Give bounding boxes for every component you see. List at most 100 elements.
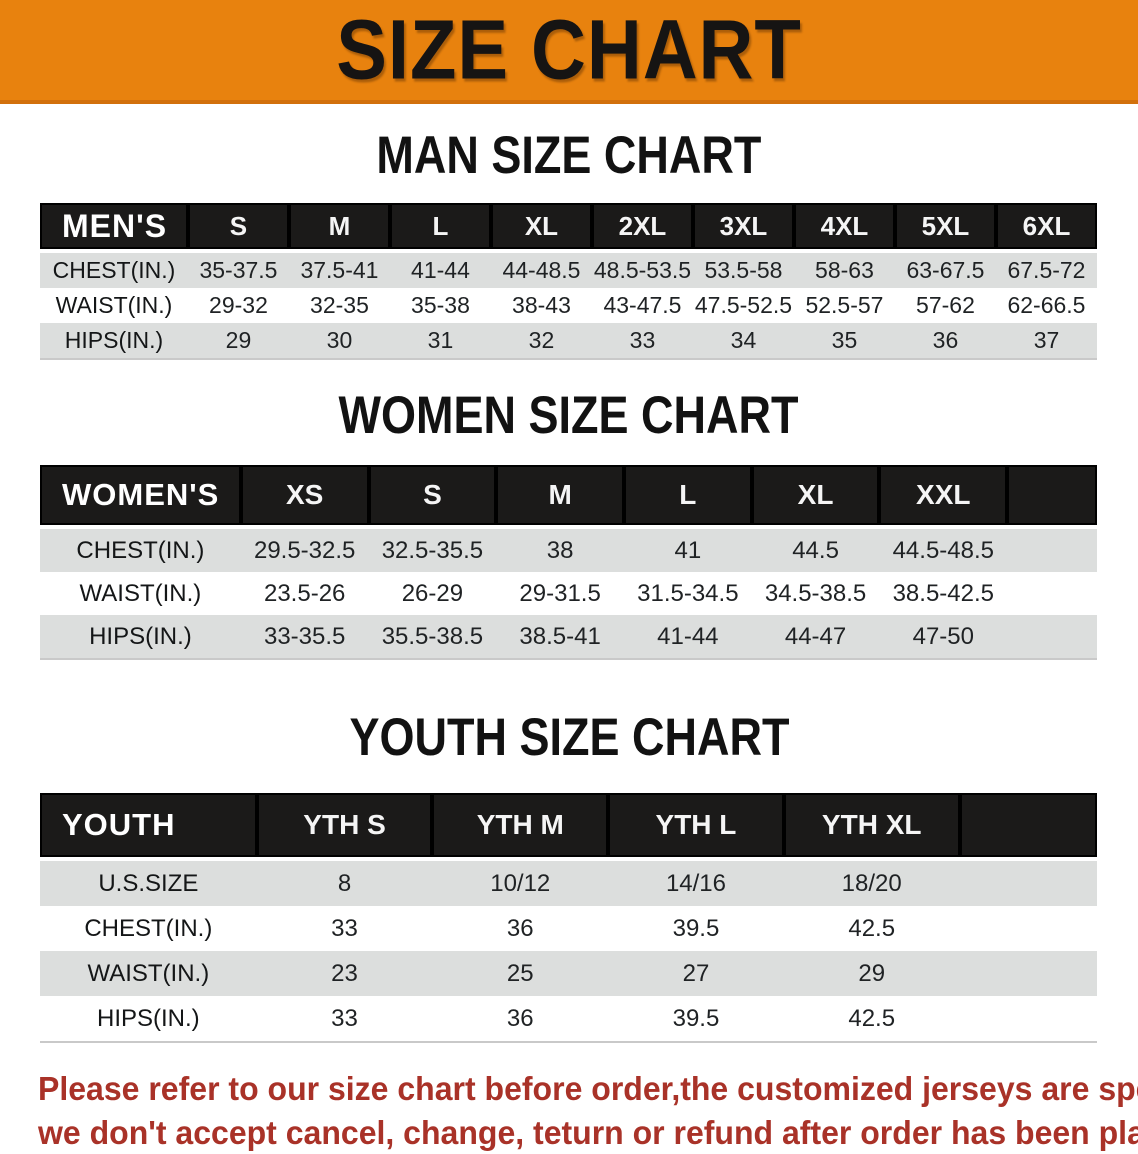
table-cell: 33 <box>256 906 433 951</box>
table-cell: 58-63 <box>793 251 895 288</box>
table-cell: 34 <box>692 323 794 359</box>
table-cell: 57-62 <box>894 288 996 323</box>
column-header: XS <box>240 465 369 529</box>
table-cell: 44-47 <box>751 615 880 659</box>
table-cell: 35-37.5 <box>187 251 289 288</box>
man-section-header: MAN SIZE CHART <box>0 125 1138 185</box>
men-size-table: MEN'S S M L XL 2XL 3XL 4XL 5XL 6XL CHEST(IN.) 35-37… <box>40 203 1097 360</box>
table-cell: 39.5 <box>608 906 784 951</box>
row-label: U.S.SIZE <box>40 859 257 906</box>
column-header: YTH L <box>608 793 784 861</box>
table-cell: 67.5-72 <box>995 251 1097 288</box>
column-header: 5XL <box>894 203 996 253</box>
table-cell: 29-31.5 <box>496 572 624 615</box>
table-cell: 30 <box>288 323 390 359</box>
table-cell: 29 <box>783 951 960 996</box>
row-label: CHEST(IN.) <box>40 251 188 288</box>
table-cell: 44.5-48.5 <box>879 527 1008 572</box>
women-section-title: WOMEN SIZE CHART <box>339 385 799 445</box>
table-cell: 43-47.5 <box>591 288 693 323</box>
row-label: CHEST(IN.) <box>40 906 257 951</box>
row-label: WAIST(IN.) <box>40 951 257 996</box>
table-cell: 53.5-58 <box>692 251 794 288</box>
women-section-header: WOMEN SIZE CHART <box>0 385 1138 445</box>
table-cell: 41 <box>623 527 752 572</box>
table-row: WAIST(IN.) 29-32 32-35 35-38 38-43 43-47.5 47.… <box>40 288 1097 323</box>
women-size-table: WOMEN'S XS S M L XL XXL CHEST(IN.) 29.5-32.5 32.5… <box>40 465 1097 660</box>
table-cell: 37.5-41 <box>288 251 390 288</box>
column-header: M <box>288 203 390 253</box>
spacer-cell <box>1007 615 1097 659</box>
spacer-cell <box>959 859 1097 906</box>
spacer-cell <box>959 951 1097 996</box>
column-header: YTH XL <box>783 793 960 861</box>
row-label: HIPS(IN.) <box>40 323 188 359</box>
table-cell: 26-29 <box>368 572 497 615</box>
column-header: YTH S <box>256 793 433 861</box>
table-row: CHEST(IN.) 35-37.5 37.5-41 41-44 44-48.5 48.5… <box>40 251 1097 288</box>
table-cell: 36 <box>894 323 996 359</box>
table-cell: 42.5 <box>783 906 960 951</box>
column-header: M <box>496 465 624 529</box>
disclaimer-line-2: we don't accept cancel, change, teturn o… <box>38 1113 1138 1151</box>
table-cell: 23 <box>256 951 433 996</box>
spacer-cell <box>1007 527 1097 572</box>
table-cell: 29.5-32.5 <box>240 527 369 572</box>
table-cell: 37 <box>995 323 1097 359</box>
table-cell: 35-38 <box>389 288 491 323</box>
row-label: HIPS(IN.) <box>40 615 241 659</box>
spacer-cell <box>959 906 1097 951</box>
table-title-cell: MEN'S <box>40 203 188 253</box>
table-cell: 39.5 <box>608 996 784 1042</box>
table-title-cell: WOMEN'S <box>40 465 241 529</box>
column-header: 6XL <box>995 203 1097 253</box>
youth-size-table: YOUTH YTH S YTH M YTH L YTH XL U.S.SIZE 8 10/12… <box>40 793 1097 1043</box>
youth-section-header: YOUTH SIZE CHART <box>0 707 1138 767</box>
table-cell: 29-32 <box>187 288 289 323</box>
table-cell: 41-44 <box>389 251 491 288</box>
disclaimer-line-1: Please refer to our size chart before or… <box>38 1070 1138 1107</box>
table-cell: 35 <box>793 323 895 359</box>
table-cell: 31 <box>389 323 491 359</box>
table-cell: 44.5 <box>751 527 880 572</box>
youth-section-title: YOUTH SIZE CHART <box>348 707 790 767</box>
table-cell: 10/12 <box>432 859 609 906</box>
table-cell: 32.5-35.5 <box>368 527 497 572</box>
table-cell: 38.5-41 <box>496 615 624 659</box>
table-cell: 33-35.5 <box>240 615 369 659</box>
table-header-row: YOUTH YTH S YTH M YTH L YTH XL <box>40 793 1097 861</box>
table-cell: 14/16 <box>608 859 784 906</box>
header-spacer-cell <box>1007 465 1097 529</box>
table-cell: 36 <box>432 996 609 1042</box>
banner-title: SIZE CHART <box>336 2 802 97</box>
table-cell: 63-67.5 <box>894 251 996 288</box>
order-disclaimer: Please refer to our size chart before or… <box>0 1067 1138 1154</box>
column-header: 2XL <box>591 203 693 253</box>
table-cell: 36 <box>432 906 609 951</box>
table-cell: 33 <box>256 996 433 1042</box>
column-header: YTH M <box>432 793 609 861</box>
table-cell: 52.5-57 <box>793 288 895 323</box>
row-label: CHEST(IN.) <box>40 527 241 572</box>
man-section-title: MAN SIZE CHART <box>376 125 762 185</box>
table-cell: 38 <box>496 527 624 572</box>
table-cell: 44-48.5 <box>490 251 592 288</box>
table-header-row: MEN'S S M L XL 2XL 3XL 4XL 5XL 6XL <box>40 203 1097 253</box>
table-row: CHEST(IN.) 33 36 39.5 42.5 <box>40 906 1097 951</box>
table-row: HIPS(IN.) 29 30 31 32 33 34 35 36 37 <box>40 323 1097 359</box>
table-cell: 32-35 <box>288 288 390 323</box>
table-row: HIPS(IN.) 33 36 39.5 42.5 <box>40 996 1097 1042</box>
column-header: L <box>623 465 752 529</box>
spacer-cell <box>959 996 1097 1042</box>
table-cell: 18/20 <box>783 859 960 906</box>
column-header: S <box>187 203 289 253</box>
column-header: 3XL <box>692 203 794 253</box>
table-cell: 35.5-38.5 <box>368 615 497 659</box>
table-title-cell: YOUTH <box>40 793 257 861</box>
column-header: L <box>389 203 491 253</box>
table-cell: 47-50 <box>879 615 1008 659</box>
table-row: CHEST(IN.) 29.5-32.5 32.5-35.5 38 41 44.5 44.5… <box>40 527 1097 572</box>
table-cell: 27 <box>608 951 784 996</box>
table-cell: 41-44 <box>623 615 752 659</box>
row-label: WAIST(IN.) <box>40 288 188 323</box>
